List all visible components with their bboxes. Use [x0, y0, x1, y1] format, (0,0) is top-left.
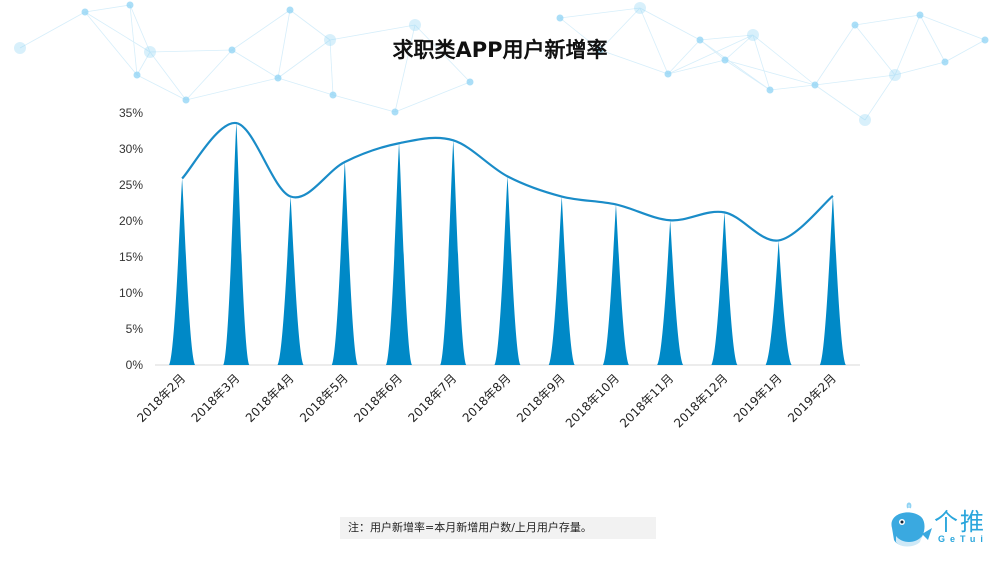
x-tick-label: 2018年3月	[189, 371, 243, 425]
x-tick-label: 2018年4月	[243, 371, 297, 425]
spike-bar	[765, 240, 792, 365]
x-tick-label: 2018年5月	[297, 371, 351, 425]
x-tick-label: 2018年11月	[617, 371, 676, 430]
spike-bar	[386, 143, 413, 365]
y-tick-label: 20%	[119, 214, 143, 228]
x-tick-label: 2018年7月	[406, 371, 460, 425]
y-tick-label: 25%	[119, 178, 143, 192]
x-tick-label: 2018年2月	[134, 371, 188, 425]
y-tick-label: 10%	[119, 286, 143, 300]
spike-bar	[223, 123, 250, 365]
footnote: 注：用户新增率=本月新增用户数/上月用户存量。	[340, 517, 656, 539]
y-tick-label: 0%	[126, 358, 144, 372]
y-tick-label: 30%	[119, 142, 143, 156]
spike-bar	[548, 196, 575, 365]
spike-bar	[331, 161, 358, 365]
x-tick-label: 2018年6月	[351, 371, 405, 425]
spike-bar	[494, 176, 521, 365]
y-tick-label: 15%	[119, 250, 143, 264]
getui-logo: 个推 GeTui	[884, 500, 994, 550]
trend-line	[181, 121, 834, 242]
x-tick-label: 2018年12月	[671, 371, 730, 430]
x-tick-label: 2019年1月	[731, 371, 785, 425]
chart: 0%5%10%15%20%25%30%35%2018年2月 2018年3月 2018…	[119, 106, 860, 430]
network-decoration	[14, 1, 989, 126]
x-tick-label: 2018年10月	[563, 371, 622, 430]
spike-bar	[711, 212, 738, 365]
y-tick-label: 5%	[126, 322, 144, 336]
spike-bar	[277, 196, 304, 365]
x-tick-label: 2019年2月	[785, 371, 839, 425]
logo-text-en: GeTui	[938, 534, 988, 544]
spike-bar	[602, 204, 629, 365]
chart-title: 求职类APP用户新增率	[392, 38, 608, 62]
spike-bar	[819, 195, 846, 365]
spike-bar	[169, 178, 196, 365]
spike-bar	[657, 220, 684, 365]
x-tick-label: 2018年9月	[514, 371, 568, 425]
spike-bar	[440, 140, 467, 365]
logo-text-cn: 个推	[934, 508, 986, 536]
x-tick-label: 2018年8月	[460, 371, 514, 425]
y-tick-label: 35%	[119, 106, 143, 120]
whale-icon	[891, 502, 932, 547]
